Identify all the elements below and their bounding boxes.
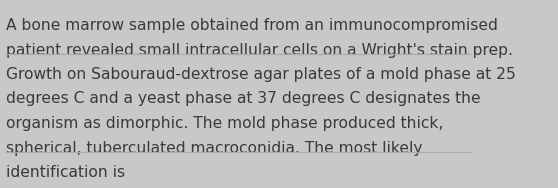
Text: patient revealed small intracellular cells on a Wright's stain prep.: patient revealed small intracellular cel… — [6, 42, 513, 58]
Text: degrees C and a yeast phase at 37 degrees C designates the: degrees C and a yeast phase at 37 degree… — [6, 92, 480, 106]
Text: organism as dimorphic. The mold phase produced thick,: organism as dimorphic. The mold phase pr… — [6, 116, 443, 131]
Text: A bone marrow sample obtained from an immunocompromised: A bone marrow sample obtained from an im… — [6, 18, 498, 33]
Text: spherical, tuberculated macroconidia. The most likely: spherical, tuberculated macroconidia. Th… — [6, 140, 422, 155]
Text: Growth on Sabouraud-dextrose agar plates of a mold phase at 25: Growth on Sabouraud-dextrose agar plates… — [6, 67, 516, 82]
Text: identification is: identification is — [6, 165, 125, 180]
